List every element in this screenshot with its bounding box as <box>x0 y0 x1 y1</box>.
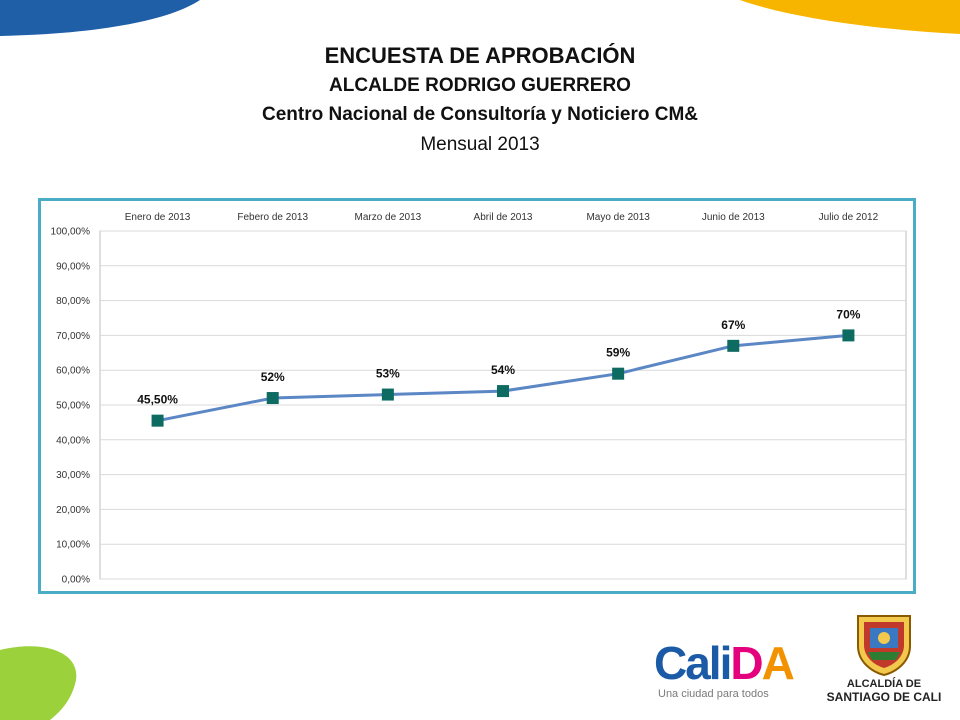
top-right-swoosh <box>740 0 960 34</box>
x-tick-label: Junio de 2013 <box>702 212 765 223</box>
alcaldia-line2: SANTIAGO DE CALI <box>826 690 942 704</box>
y-tick-label: 10,00% <box>56 540 90 551</box>
data-point <box>612 367 625 380</box>
calida-word-cali: Cali <box>654 637 732 689</box>
data-point <box>266 392 279 405</box>
y-tick-label: 80,00% <box>56 296 90 307</box>
alcaldia-line1: ALCALDÍA DE <box>846 678 922 690</box>
calida-wordmark: CaliDA <box>654 637 795 689</box>
data-point <box>151 414 164 427</box>
x-tick-label: Abril de 2013 <box>474 212 533 223</box>
data-point <box>842 329 855 342</box>
calida-word-d: D <box>730 637 763 689</box>
data-label: 54% <box>491 363 515 377</box>
chart-frame: 0,00% 10,00% 20,00% 30,00% 40,00% 50,00% 60,00… <box>38 198 916 594</box>
approval-line-chart: 0,00% 10,00% 20,00% 30,00% 40,00% 50,00% 60,00… <box>51 212 907 586</box>
title-block: ENCUESTA DE APROBACIÓN ALCALDE RODRIGO G… <box>0 40 960 160</box>
x-tick-label: Mayo de 2013 <box>586 212 650 223</box>
calida-word-a: A <box>761 637 795 689</box>
data-label: 59% <box>606 346 630 360</box>
x-tick-label: Julio de 2012 <box>819 212 879 223</box>
x-tick-label: Enero de 2013 <box>125 212 191 223</box>
y-tick-label: 100,00% <box>51 227 91 238</box>
y-tick-label: 60,00% <box>56 366 90 377</box>
data-label: 45,50% <box>137 393 178 407</box>
data-label: 52% <box>261 370 285 384</box>
coat-of-arms-icon <box>857 615 911 676</box>
y-tick-label: 0,00% <box>62 575 90 586</box>
alcaldia-text: ALCALDÍA DE SANTIAGO DE CALI <box>822 678 946 704</box>
y-tick-label: 30,00% <box>56 470 90 481</box>
y-tick-label: 70,00% <box>56 331 90 342</box>
bottom-left-swoosh <box>0 646 77 720</box>
calida-tagline: Una ciudad para todos <box>658 688 769 700</box>
y-tick-label: 20,00% <box>56 505 90 516</box>
calida-logo: CaliDA Una ciudad para todos <box>650 638 820 708</box>
page-title: ENCUESTA DE APROBACIÓN <box>324 43 636 68</box>
x-tick-label: Febero de 2013 <box>237 212 308 223</box>
page-subtitle: ALCALDE RODRIGO GUERRERO <box>329 75 631 96</box>
y-tick-label: 50,00% <box>56 401 90 412</box>
data-point <box>497 385 509 398</box>
page-source: Centro Nacional de Consultoría y Noticie… <box>262 104 698 125</box>
data-label: 67% <box>721 318 745 332</box>
alcaldia-logo: ALCALDÍA DE SANTIAGO DE CALI <box>822 612 946 712</box>
top-left-swoosh <box>0 0 200 36</box>
y-tick-label: 40,00% <box>56 435 90 446</box>
data-point <box>381 388 394 401</box>
page-period: Mensual 2013 <box>420 134 540 155</box>
x-tick-label: Marzo de 2013 <box>354 212 421 223</box>
data-label: 53% <box>376 367 400 381</box>
data-point <box>727 339 740 352</box>
y-tick-label: 90,00% <box>56 261 90 272</box>
data-label: 70% <box>836 307 860 321</box>
